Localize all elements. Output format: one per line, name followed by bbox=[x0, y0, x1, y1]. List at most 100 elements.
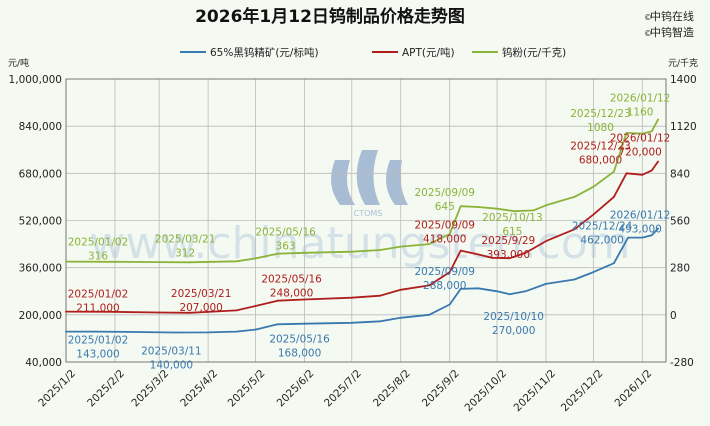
annotation-value-ore: 143,000 bbox=[76, 349, 119, 361]
annotation-value-apt: 720,000 bbox=[618, 147, 661, 159]
y-left-tick-label: 40,000 bbox=[25, 357, 62, 369]
data-point-apt bbox=[303, 298, 306, 301]
y-right-tick-label: -280 bbox=[670, 357, 694, 369]
annotation-date-ore: 2025/01/02 bbox=[68, 335, 129, 347]
annotation-value-powder: 316 bbox=[88, 251, 108, 263]
data-point-apt bbox=[235, 309, 238, 312]
data-point-powder bbox=[428, 243, 431, 245]
data-point-apt bbox=[545, 240, 547, 243]
watermark-logo-icon bbox=[331, 160, 355, 205]
left-unit-label: 元/吨 bbox=[8, 57, 29, 69]
data-point-apt bbox=[276, 299, 279, 302]
brand-mark-icon: © bbox=[644, 29, 652, 38]
data-point-apt bbox=[428, 284, 431, 287]
annotation-value-powder: 615 bbox=[502, 226, 522, 238]
legend-label-powder: 钨粉(元/千克) bbox=[502, 46, 566, 59]
data-point-powder bbox=[459, 205, 462, 208]
data-point-apt bbox=[650, 169, 653, 172]
data-point-apt bbox=[508, 257, 511, 260]
data-point-apt bbox=[657, 160, 660, 163]
data-point-ore bbox=[573, 278, 576, 281]
annotation-date-ore: 2025/12/24 bbox=[572, 221, 633, 233]
annotation-value-ore: 493,000 bbox=[618, 223, 661, 235]
data-point-ore bbox=[448, 303, 451, 306]
data-point-ore bbox=[641, 236, 644, 239]
data-point-apt bbox=[612, 196, 615, 198]
annotation-value-powder: 312 bbox=[175, 247, 195, 259]
y-right-tick-label: 0 bbox=[670, 310, 677, 322]
data-point-ore bbox=[627, 236, 630, 239]
annotations: 2025/01/02 143,000 2025/03/11 140,000 2025/0… bbox=[68, 92, 671, 371]
data-point-apt bbox=[254, 305, 257, 307]
data-point-powder bbox=[65, 260, 67, 263]
right-unit-label: 元/千克 bbox=[668, 58, 698, 69]
annotation-value-ore: 140,000 bbox=[150, 360, 193, 372]
data-point-apt bbox=[65, 310, 67, 313]
data-point-apt bbox=[641, 173, 644, 176]
data-point-ore bbox=[126, 331, 129, 333]
annotation-value-apt: 248,000 bbox=[270, 288, 313, 300]
annotation-date-apt: 2025/05/16 bbox=[261, 274, 322, 286]
annotation-value-apt: 418,000 bbox=[423, 234, 466, 246]
data-point-apt bbox=[350, 296, 353, 299]
data-point-powder bbox=[276, 252, 279, 255]
data-point-apt bbox=[158, 311, 161, 314]
data-point-apt bbox=[625, 172, 628, 175]
data-point-apt bbox=[459, 249, 462, 252]
plot-frame bbox=[65, 78, 667, 363]
annotation-date-apt: 2025/09/09 bbox=[414, 220, 475, 232]
y-right-tick-label: 280 bbox=[670, 263, 690, 275]
data-point-powder bbox=[379, 249, 382, 251]
data-point-ore bbox=[399, 316, 402, 319]
watermark-logo-icon bbox=[386, 160, 408, 205]
data-point-apt bbox=[491, 257, 494, 259]
brand-mark-icon: © bbox=[644, 13, 652, 22]
watermark-logo-text: CTOMS bbox=[354, 209, 383, 218]
data-point-powder bbox=[513, 210, 516, 213]
data-point-apt bbox=[592, 213, 595, 216]
y-right-tick-label: 840 bbox=[670, 168, 690, 180]
data-point-ore bbox=[172, 331, 175, 334]
data-point-powder bbox=[477, 206, 480, 208]
data-point-apt bbox=[477, 253, 480, 256]
annotation-date-ore: 2026/01/12 bbox=[610, 209, 671, 221]
annotation-value-apt: 393,000 bbox=[487, 249, 530, 261]
data-point-ore bbox=[650, 234, 653, 237]
annotation-date-apt: 2026/01/12 bbox=[610, 133, 671, 145]
data-point-ore bbox=[276, 323, 279, 326]
y-right-tick-label: 1120 bbox=[670, 121, 697, 133]
data-point-ore bbox=[508, 293, 511, 296]
data-point-ore bbox=[477, 287, 480, 290]
data-point-ore bbox=[93, 330, 96, 333]
data-point-ore bbox=[524, 290, 527, 293]
data-point-ore bbox=[612, 262, 615, 265]
data-point-ore bbox=[254, 328, 257, 331]
annotation-value-ore: 168,000 bbox=[278, 347, 321, 359]
data-point-powder bbox=[657, 118, 660, 121]
y-left-tick-label: 680,000 bbox=[19, 168, 62, 180]
annotation-value-ore: 462,000 bbox=[580, 235, 623, 247]
data-point-ore bbox=[545, 282, 547, 285]
data-point-ore bbox=[496, 290, 498, 293]
data-point-ore bbox=[303, 322, 306, 325]
data-point-ore bbox=[65, 330, 67, 333]
data-point-powder bbox=[573, 196, 576, 198]
annotation-value-ore: 288,000 bbox=[423, 280, 466, 292]
annotation-date-powder: 2025/01/02 bbox=[68, 237, 129, 249]
y-right-tick-label: 1400 bbox=[670, 74, 697, 86]
data-point-ore bbox=[428, 313, 431, 316]
data-point-powder bbox=[612, 170, 615, 173]
annotation-date-apt: 2025/12/23 bbox=[570, 140, 631, 152]
data-point-apt bbox=[399, 288, 402, 291]
data-point-apt bbox=[188, 311, 191, 314]
data-point-powder bbox=[592, 185, 595, 188]
annotation-date-ore: 2025/09/09 bbox=[414, 266, 475, 278]
data-point-powder bbox=[545, 204, 547, 207]
annotation-value-powder: 645 bbox=[435, 201, 455, 213]
data-point-powder bbox=[114, 260, 116, 263]
annotation-date-powder: 2025/03/21 bbox=[155, 233, 216, 245]
annotation-date-ore: 2025/10/10 bbox=[483, 311, 544, 323]
data-point-powder bbox=[448, 233, 451, 235]
y-left-tick-label: 840,000 bbox=[19, 121, 62, 133]
